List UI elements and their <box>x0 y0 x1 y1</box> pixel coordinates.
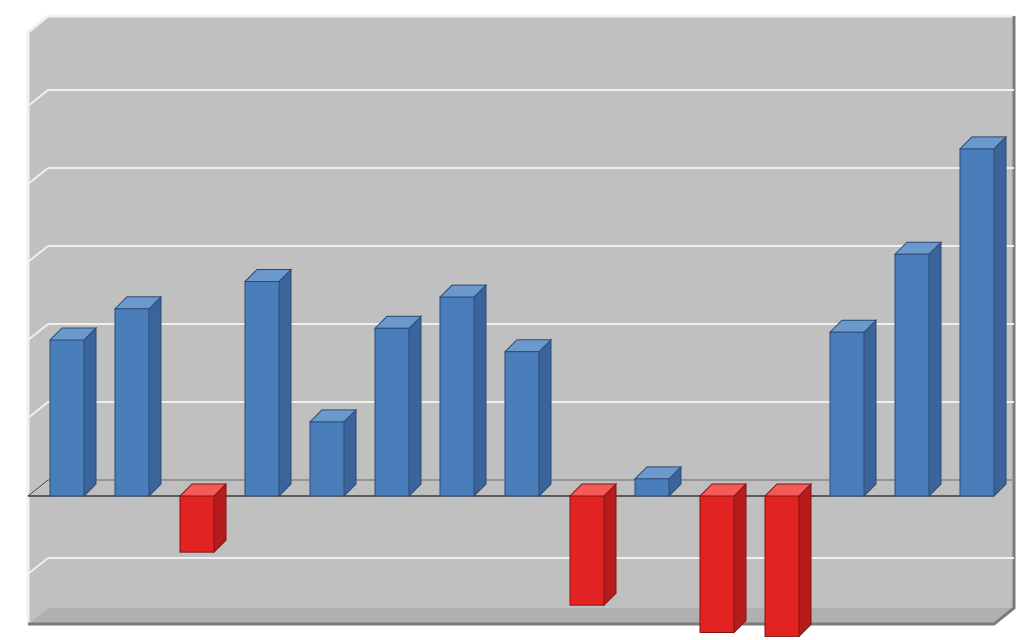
bar <box>700 484 746 633</box>
bar <box>505 340 551 496</box>
bar-front <box>635 479 669 496</box>
bar-side <box>734 484 746 633</box>
bar <box>375 316 421 496</box>
bar <box>895 242 941 496</box>
bar-front <box>310 422 344 496</box>
bar-front <box>50 340 84 496</box>
bar-side <box>929 242 941 496</box>
bar-front <box>830 332 864 496</box>
bar-front <box>115 309 149 496</box>
bar-side <box>344 410 356 496</box>
bar-front <box>570 496 604 605</box>
bar-front <box>440 297 474 496</box>
bar-front <box>960 149 994 496</box>
bar <box>960 137 1006 496</box>
bar-front <box>895 254 929 496</box>
bar <box>570 484 616 605</box>
bar-front <box>375 328 409 496</box>
bar-side <box>994 137 1006 496</box>
bar <box>245 270 291 497</box>
bar <box>50 328 96 496</box>
bar-side <box>474 285 486 496</box>
bar-side <box>279 270 291 497</box>
bar-front <box>765 496 799 636</box>
bar <box>180 484 226 552</box>
bar <box>830 320 876 496</box>
bar-side <box>864 320 876 496</box>
bar-front <box>505 352 539 496</box>
bar-side <box>409 316 421 496</box>
bar-side <box>604 484 616 605</box>
bar-side <box>799 484 811 636</box>
bar-front <box>180 496 214 552</box>
bar-side <box>539 340 551 496</box>
bar <box>765 484 811 636</box>
bar-side <box>149 297 161 496</box>
bar-front <box>245 282 279 497</box>
left-wall <box>28 16 48 624</box>
chart-canvas <box>0 0 1024 640</box>
bar-front <box>700 496 734 633</box>
bar <box>115 297 161 496</box>
bar <box>310 410 356 496</box>
bar-chart-3d <box>0 0 1024 640</box>
bar <box>440 285 486 496</box>
floor <box>28 608 1014 624</box>
bar-side <box>84 328 96 496</box>
